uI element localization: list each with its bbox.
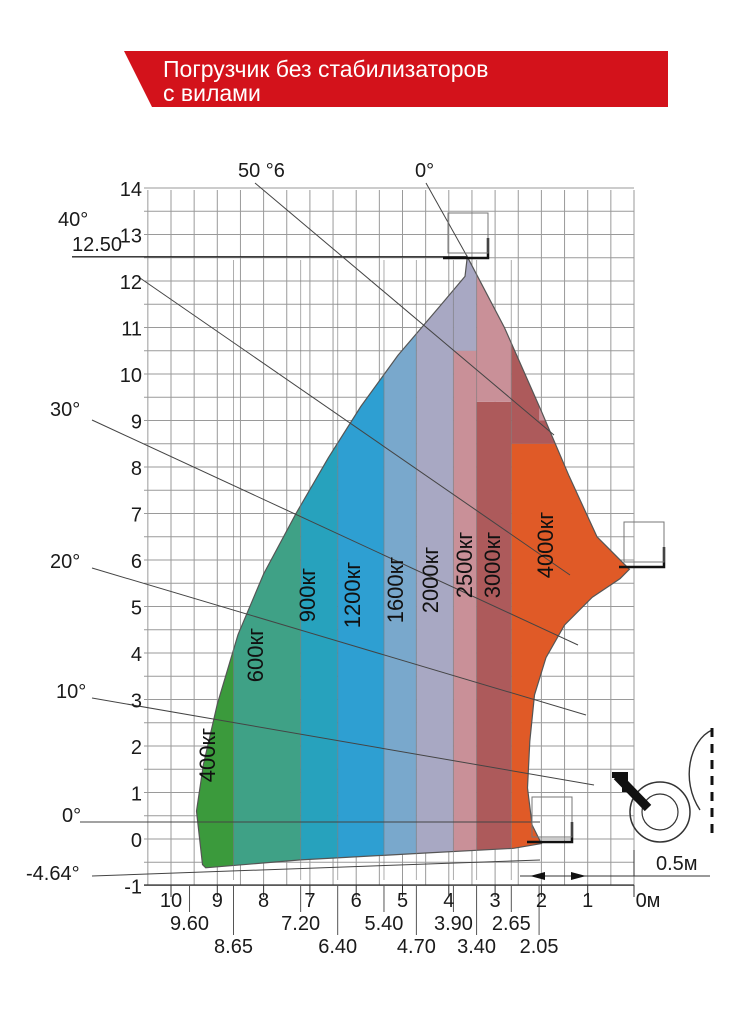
x-tick-label: 9 [212, 890, 223, 912]
scale-arrow [571, 872, 586, 880]
x-reach-label: 6.40 [318, 936, 357, 958]
angle-line [91, 697, 595, 786]
x-reach-label: 5.40 [365, 913, 404, 935]
zone-label: 1200кг [340, 562, 365, 629]
x-tick-label: 5 [397, 890, 408, 912]
envelope-outline [195, 254, 631, 869]
title-line-1: Погрузчик без стабилизаторов [163, 56, 489, 82]
x-reach-label: 3.40 [457, 936, 496, 958]
wheel-inner [641, 793, 679, 831]
angle-line [425, 182, 468, 258]
angle-label: 30° [50, 399, 80, 421]
zone-label: 400кг [195, 728, 220, 782]
y-tick-label: 10 [120, 365, 142, 387]
load-zone-1200кг [337, 256, 384, 868]
load-zone-2000кг [416, 256, 454, 868]
cab-outline [688, 729, 713, 811]
x-reach-label: 7.20 [281, 913, 320, 935]
title-banner-shape [124, 51, 668, 107]
zone-label: 2500кг [452, 532, 477, 599]
y-tick-label: 11 [121, 319, 142, 341]
angle-line [254, 182, 555, 436]
y-tick-label: 14 [120, 179, 142, 201]
load-zone-step-upper [511, 256, 630, 444]
zone-label: 600кг [243, 628, 268, 682]
x-tick-label: 1 [582, 890, 593, 912]
fork-right-load [623, 521, 665, 563]
x-reach-label: 2.65 [492, 913, 531, 935]
x-tick-label: 2 [536, 890, 547, 912]
angle-line [91, 419, 579, 646]
angle-label: 50 °6 [238, 160, 285, 182]
title-line-2: с вилами [163, 80, 261, 106]
x-tick-label: 8 [258, 890, 269, 912]
y-tick-label: 12 [120, 272, 142, 294]
y-tick-label: 5 [131, 598, 142, 620]
x-tick-label: 0м [636, 890, 661, 912]
y-tick-label: 8 [131, 458, 142, 480]
scale-label: 0.5м [656, 853, 698, 875]
load-zone-fills [196, 256, 630, 868]
chart-overlay [72, 182, 635, 935]
x-reach-label: 4.70 [397, 936, 436, 958]
title-banner: Погрузчик без стабилизаторов с вилами [124, 51, 668, 107]
fork-top [443, 238, 490, 260]
load-zone-step-upper [453, 256, 477, 351]
y-tick-label: 3 [131, 691, 142, 713]
y-tick-label: 6 [131, 551, 142, 573]
x-tick-label: 4 [443, 890, 454, 912]
y-tick-label: 1 [131, 784, 142, 806]
y-tick-label: 7 [131, 505, 142, 527]
x-tick-label: 10 [160, 890, 182, 912]
angle-label: 10° [56, 681, 86, 703]
angle-line [91, 567, 587, 716]
y-tick-label: 2 [131, 737, 142, 759]
x-reach-label: 2.05 [520, 936, 559, 958]
load-zone-2500кг [453, 350, 477, 868]
x-reach-label: 8.65 [214, 936, 253, 958]
x-tick-label: 7 [304, 890, 315, 912]
angle-label: 20° [50, 551, 80, 573]
load-zone-3000кг [476, 401, 512, 868]
x-tick-label: 6 [351, 890, 362, 912]
fork-top-load [447, 212, 489, 254]
load-zone-400кг [196, 256, 234, 868]
max-height-label: 12.50 [72, 234, 122, 256]
zone-label: 2000кг [418, 547, 443, 614]
angle-label: -4.64° [26, 863, 80, 885]
x-tick-label: 3 [490, 890, 501, 912]
boom-head [612, 772, 628, 792]
zone-label: 4000кг [533, 512, 558, 579]
zone-label: 900кг [295, 568, 320, 622]
angle-line [91, 859, 541, 877]
zone-label: 1600кг [383, 557, 408, 624]
load-zone-step-upper [539, 256, 630, 421]
load-zone-1600кг [383, 256, 417, 868]
y-tick-label: 4 [131, 644, 142, 666]
y-tick-label: 13 [120, 226, 142, 248]
machine-outline [443, 212, 714, 880]
angle-line [139, 277, 571, 576]
angle-label: 0° [415, 160, 434, 182]
angle-label: 0° [62, 805, 81, 827]
zone-label: 3000кг [480, 532, 505, 599]
fork-bottom-load [531, 796, 573, 838]
y-tick-label: -1 [124, 877, 142, 899]
scale-arrow [530, 872, 545, 880]
x-reach-label: 9.60 [170, 913, 209, 935]
wheel-outer [629, 781, 691, 843]
fork-right [619, 547, 666, 569]
y-tick-label: 0 [131, 830, 142, 852]
load-zones [196, 256, 630, 868]
y-tick-label: 9 [131, 412, 142, 434]
x-reach-label: 3.90 [434, 913, 473, 935]
angle-label: 40° [58, 209, 88, 231]
load-zone-600кг [233, 256, 301, 868]
